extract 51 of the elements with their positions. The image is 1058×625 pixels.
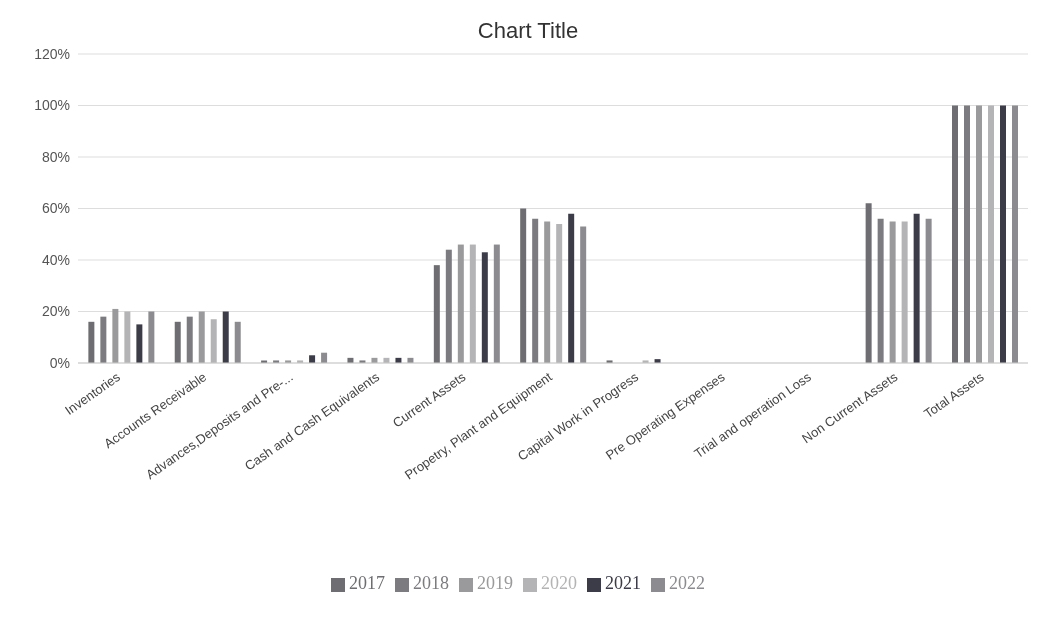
bar	[988, 105, 994, 363]
bar	[222, 311, 229, 363]
bar	[520, 208, 527, 363]
bar	[1012, 105, 1018, 363]
bar	[433, 265, 440, 363]
bar	[457, 244, 464, 363]
y-tick-label: 40%	[41, 251, 70, 268]
bar	[148, 311, 155, 363]
legend-label: 2018	[413, 573, 449, 593]
bar	[952, 105, 958, 363]
bar	[100, 316, 107, 363]
bar	[568, 213, 575, 363]
bar	[889, 221, 896, 363]
bar	[88, 321, 95, 363]
bar	[124, 311, 131, 363]
bar	[309, 355, 316, 363]
bar	[901, 221, 908, 363]
bar	[198, 311, 205, 363]
bar	[493, 244, 500, 363]
bar	[964, 105, 970, 363]
bar	[210, 319, 217, 363]
legend-label: 2020	[541, 573, 577, 593]
bar	[865, 203, 872, 363]
y-tick-label: 120%	[34, 45, 70, 62]
bar	[976, 105, 982, 363]
y-tick-label: 100%	[34, 97, 70, 114]
legend-label: 2017	[349, 573, 385, 593]
bar	[234, 321, 241, 363]
bar	[481, 252, 488, 363]
bar	[913, 213, 920, 363]
bar	[112, 308, 119, 363]
bar	[136, 324, 143, 363]
y-tick-label: 0%	[49, 354, 70, 371]
bar	[544, 221, 551, 363]
bar	[174, 321, 181, 363]
legend-label: 2019	[477, 573, 513, 593]
y-tick-label: 60%	[41, 200, 70, 217]
bar	[925, 218, 932, 363]
bar	[1000, 105, 1006, 363]
y-tick-label: 80%	[41, 148, 70, 165]
bar	[580, 226, 587, 363]
chart-title: Chart Title	[476, 18, 580, 44]
legend-label: 2021	[605, 573, 641, 593]
bar	[556, 223, 563, 363]
bar	[445, 249, 452, 363]
bar	[532, 218, 539, 363]
bar	[877, 218, 884, 363]
legend-label: 2022	[669, 573, 705, 593]
bar	[186, 316, 193, 363]
bar	[469, 244, 476, 363]
y-tick-label: 20%	[41, 303, 70, 320]
